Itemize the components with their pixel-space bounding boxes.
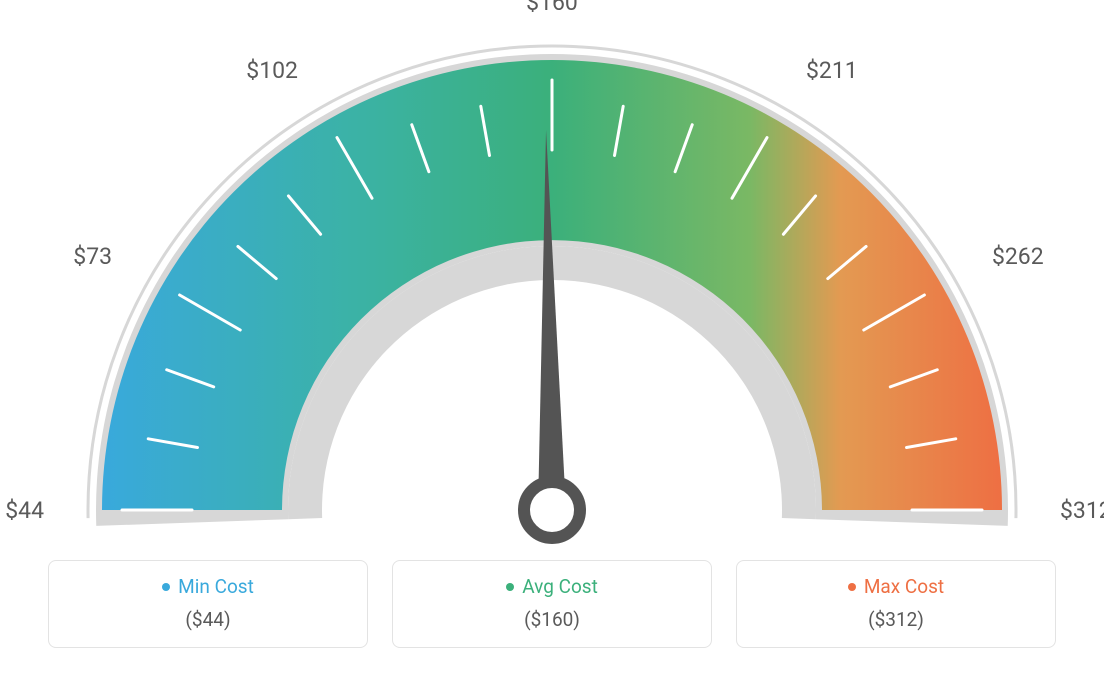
legend-card-min: Min Cost ($44) (48, 560, 368, 648)
legend-avg-value: ($160) (393, 608, 711, 631)
legend-card-max: Max Cost ($312) (736, 560, 1056, 648)
svg-text:$262: $262 (992, 243, 1044, 270)
svg-text:$73: $73 (73, 243, 112, 270)
legend-card-avg: Avg Cost ($160) (392, 560, 712, 648)
legend-avg-label: Avg Cost (393, 575, 711, 598)
svg-text:$211: $211 (806, 57, 858, 84)
legend-min-label: Min Cost (49, 575, 367, 598)
legend-min-value: ($44) (49, 608, 367, 631)
gauge-svg: $44 $73 $102 $160 $211 $262 $312 (0, 0, 1104, 560)
legend-max-label: Max Cost (737, 575, 1055, 598)
gauge-chart: $44 $73 $102 $160 $211 $262 $312 (0, 0, 1104, 560)
legend-row: Min Cost ($44) Avg Cost ($160) Max Cost … (0, 560, 1104, 648)
svg-text:$312: $312 (1060, 497, 1104, 524)
legend-max-value: ($312) (737, 608, 1055, 631)
svg-text:$160: $160 (526, 0, 578, 16)
svg-text:$102: $102 (246, 57, 298, 84)
svg-text:$44: $44 (5, 497, 44, 524)
